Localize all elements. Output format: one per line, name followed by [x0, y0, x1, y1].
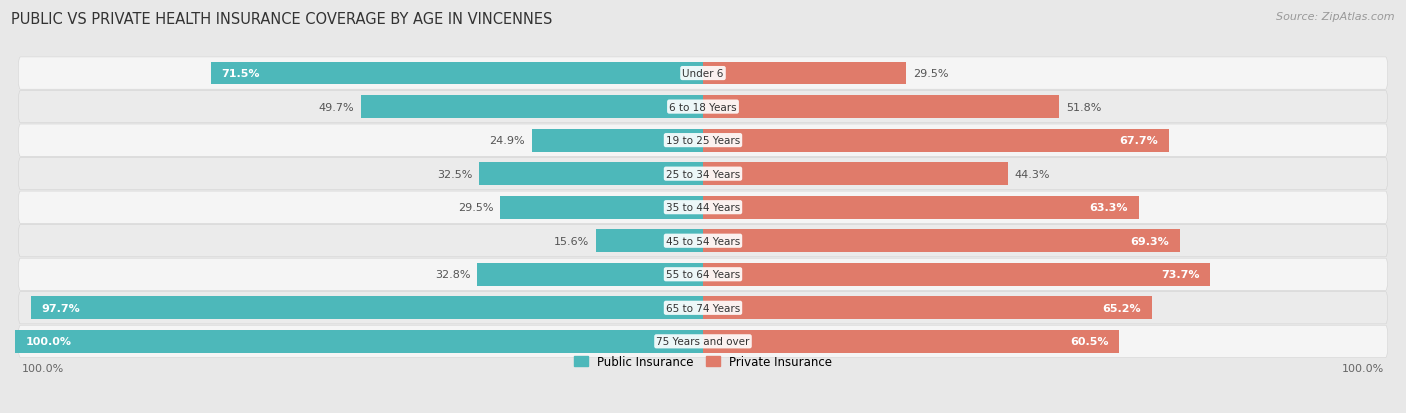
Text: 49.7%: 49.7% — [319, 102, 354, 112]
Bar — [703, 263, 1211, 286]
Text: 35 to 44 Years: 35 to 44 Years — [666, 203, 740, 213]
Text: PUBLIC VS PRIVATE HEALTH INSURANCE COVERAGE BY AGE IN VINCENNES: PUBLIC VS PRIVATE HEALTH INSURANCE COVER… — [11, 12, 553, 27]
Text: 63.3%: 63.3% — [1090, 203, 1128, 213]
Bar — [531, 129, 703, 152]
Bar — [703, 196, 1139, 219]
FancyBboxPatch shape — [18, 259, 1388, 291]
FancyBboxPatch shape — [18, 225, 1388, 257]
Text: 29.5%: 29.5% — [912, 69, 948, 79]
Text: 60.5%: 60.5% — [1070, 337, 1109, 347]
Text: 100.0%: 100.0% — [22, 363, 65, 373]
Legend: Public Insurance, Private Insurance: Public Insurance, Private Insurance — [569, 351, 837, 373]
Text: 73.7%: 73.7% — [1161, 270, 1199, 280]
Bar — [361, 96, 703, 119]
Bar — [703, 62, 905, 85]
Text: 45 to 54 Years: 45 to 54 Years — [666, 236, 740, 246]
Text: 44.3%: 44.3% — [1015, 169, 1050, 179]
FancyBboxPatch shape — [18, 158, 1388, 190]
Bar — [703, 230, 1180, 252]
Text: 100.0%: 100.0% — [25, 337, 72, 347]
FancyBboxPatch shape — [18, 91, 1388, 123]
Bar — [703, 330, 1119, 353]
Text: Under 6: Under 6 — [682, 69, 724, 79]
Text: 51.8%: 51.8% — [1066, 102, 1102, 112]
Text: 19 to 25 Years: 19 to 25 Years — [666, 136, 740, 146]
Text: 97.7%: 97.7% — [41, 303, 80, 313]
Text: 55 to 64 Years: 55 to 64 Years — [666, 270, 740, 280]
Text: Source: ZipAtlas.com: Source: ZipAtlas.com — [1277, 12, 1395, 22]
Bar — [501, 196, 703, 219]
Bar — [477, 263, 703, 286]
Text: 65.2%: 65.2% — [1102, 303, 1142, 313]
Text: 24.9%: 24.9% — [489, 136, 524, 146]
FancyBboxPatch shape — [18, 58, 1388, 90]
Bar — [703, 297, 1152, 319]
FancyBboxPatch shape — [18, 125, 1388, 157]
FancyBboxPatch shape — [18, 192, 1388, 224]
Bar — [596, 230, 703, 252]
Bar — [479, 163, 703, 185]
Bar — [15, 330, 703, 353]
Text: 6 to 18 Years: 6 to 18 Years — [669, 102, 737, 112]
Text: 71.5%: 71.5% — [221, 69, 260, 79]
Text: 29.5%: 29.5% — [458, 203, 494, 213]
Bar — [703, 129, 1168, 152]
Bar — [31, 297, 703, 319]
Bar — [211, 62, 703, 85]
FancyBboxPatch shape — [18, 325, 1388, 358]
Text: 32.5%: 32.5% — [437, 169, 472, 179]
Text: 25 to 34 Years: 25 to 34 Years — [666, 169, 740, 179]
Bar — [703, 163, 1008, 185]
Text: 32.8%: 32.8% — [434, 270, 471, 280]
FancyBboxPatch shape — [18, 292, 1388, 324]
Text: 65 to 74 Years: 65 to 74 Years — [666, 303, 740, 313]
Text: 15.6%: 15.6% — [554, 236, 589, 246]
Text: 100.0%: 100.0% — [1341, 363, 1384, 373]
Text: 67.7%: 67.7% — [1119, 136, 1159, 146]
Text: 69.3%: 69.3% — [1130, 236, 1170, 246]
Text: 75 Years and over: 75 Years and over — [657, 337, 749, 347]
Bar — [703, 96, 1059, 119]
